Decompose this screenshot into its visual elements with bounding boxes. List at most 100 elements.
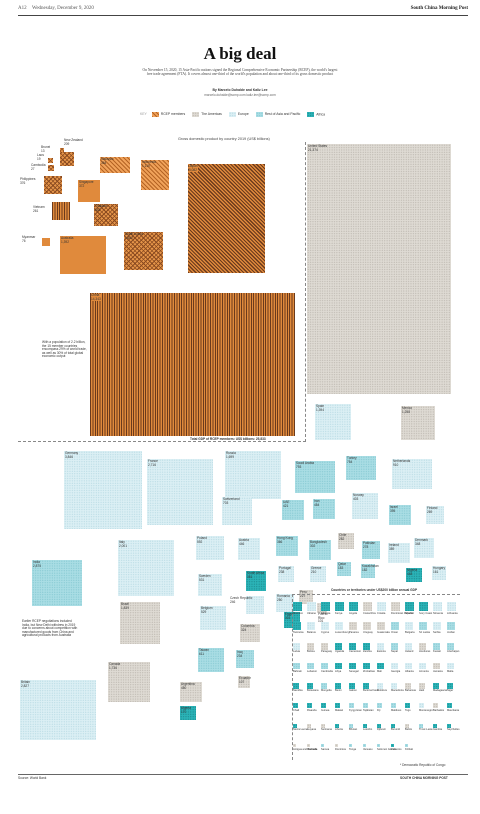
country-kazakhstan: Kazakhstan 182 (361, 564, 379, 578)
country-ireland: Ireland 389 (388, 543, 410, 563)
label-small-country: Barbados (433, 708, 445, 712)
label-mexico: Mexico 1,258 (402, 406, 413, 414)
label-small-country: Gambia (433, 728, 443, 732)
label-argentina: Argentina 450 (181, 682, 195, 690)
label-small-country: Suriname (321, 728, 333, 732)
country-small (391, 602, 400, 611)
country-colombia: Colombia 324 (240, 624, 260, 642)
legend-label-rcep: RCEP members (160, 112, 186, 117)
label-small-country: Uruguay (363, 630, 373, 634)
country-small (419, 662, 426, 670)
country-small (377, 602, 386, 611)
country-small (391, 683, 397, 689)
country-turkey: Turkey 754 (346, 456, 376, 480)
label-philippines: Philippines 376 (20, 177, 36, 185)
label-small-country: Montenegro (419, 708, 433, 712)
country-peru: Peru 227 (299, 590, 313, 604)
country-small (363, 683, 369, 689)
label-kazakhstan: Kazakhstan 182 (362, 564, 379, 572)
label-china: China 14,343 (91, 293, 101, 302)
label-small-country: Solomon Islands (377, 747, 397, 751)
country-small (307, 662, 314, 670)
india-note: Earlier RCEP negotiations included India… (22, 619, 78, 638)
country-small (405, 703, 410, 709)
label-small-country: Albania (405, 669, 414, 673)
label-small-country: Grenada (307, 747, 318, 751)
country-small (405, 683, 411, 689)
label-small-country: Croatia (377, 611, 386, 615)
country-france: France 2,716 (147, 459, 213, 525)
label-small-country: Uganda (335, 650, 345, 654)
label-australia: Australia 1,392 (61, 236, 74, 244)
label-small-country: Seychelles (447, 728, 460, 732)
label-small-country: Jordan (447, 630, 455, 634)
label-finland: Finland 269 (427, 506, 438, 514)
header-rule (18, 15, 468, 16)
label-small-country: Fiji (377, 708, 381, 712)
label-small-country: Vanuatu (363, 747, 373, 751)
label-small-country: Benin (335, 689, 342, 693)
country-small (447, 642, 455, 650)
label-ecuador: Ecuador 107 (239, 676, 251, 684)
country-iraq: Iraq 234 (236, 650, 254, 668)
label-small-country: Angola (349, 611, 358, 615)
label-small-country: Nepal (391, 650, 398, 654)
country-small (307, 683, 313, 689)
country-small (447, 662, 454, 670)
byline-emails: marcelo.duhalde@scmp.com kaliz.lee@scmp.… (204, 93, 276, 97)
label-small-country: Kuwait (433, 650, 441, 654)
country-argentina: Argentina 450 (180, 682, 202, 702)
country-small (349, 662, 356, 670)
label-small-country: Kenya (335, 611, 343, 615)
label-italy: Italy 2,001 (119, 540, 127, 548)
country-small (293, 602, 302, 611)
label-poland: Poland 592 (197, 536, 207, 544)
label-small-country: Niger (447, 689, 454, 693)
country-small (335, 723, 340, 728)
country-small (433, 662, 440, 670)
country-small (419, 723, 424, 728)
byline: By Marcelo Duhalde and Kaliz Lee (212, 88, 268, 92)
country-chile: Chile 282 (338, 533, 354, 549)
country-small (405, 662, 412, 670)
country-israel: Israel 395 (389, 505, 411, 525)
country-small (391, 703, 396, 709)
label-thailand: Thailand 543 (95, 204, 108, 212)
label-small-country: Ivory Coast (419, 611, 433, 615)
label-algeria: Algeria 170 (181, 706, 191, 714)
intro-text: On November 15, 2020, 15 Asia-Pacific na… (142, 68, 338, 77)
legend-key-label: KEY (140, 112, 147, 117)
country-greece: Greece 210 (310, 566, 326, 582)
label-norway: Norway 403 (353, 493, 364, 501)
country-small (293, 723, 298, 728)
legend: KEY RCEP members The Americas Europe Res… (140, 112, 360, 119)
country-algeria: Algeria 170 (180, 706, 196, 720)
country-small (363, 622, 372, 631)
label-small-country: Estonia (377, 650, 386, 654)
label-bangladesh: Bangladesh 302 (310, 540, 327, 548)
country-taiwan: Taiwan 611 (198, 648, 224, 672)
country-canada: Canada 1,736 (108, 662, 150, 702)
country-small (447, 602, 456, 611)
country-small (377, 723, 382, 728)
country-small (307, 743, 311, 748)
label-small-country: Togo (405, 708, 411, 712)
label-small-country: Kyrgyzstan (349, 708, 362, 712)
label-small-country: Jamaica (433, 669, 443, 673)
rcep-boundary (18, 142, 306, 442)
country-thailand: Thailand 543 (94, 204, 118, 226)
country-laos (48, 158, 53, 163)
country-bangladesh: Bangladesh 302 (309, 540, 331, 560)
footnote: * Democratic Republic of Congo (400, 763, 446, 767)
country-small (349, 743, 353, 748)
label-belgium: Belgium 529 (201, 606, 213, 614)
label-small-country: Oman (391, 630, 399, 634)
label-small-country: Lesotho (363, 728, 373, 732)
label-small-country: Mongolia (321, 689, 332, 693)
country-united-states: United States 21,374 (307, 144, 451, 394)
label-small-country: Sierra Leone (293, 728, 308, 732)
label-small-country: Burundi (391, 728, 400, 732)
label-small-country: Tajikistan (363, 708, 374, 712)
country-small (321, 703, 326, 709)
label-romania: Romania 250 (277, 594, 290, 602)
